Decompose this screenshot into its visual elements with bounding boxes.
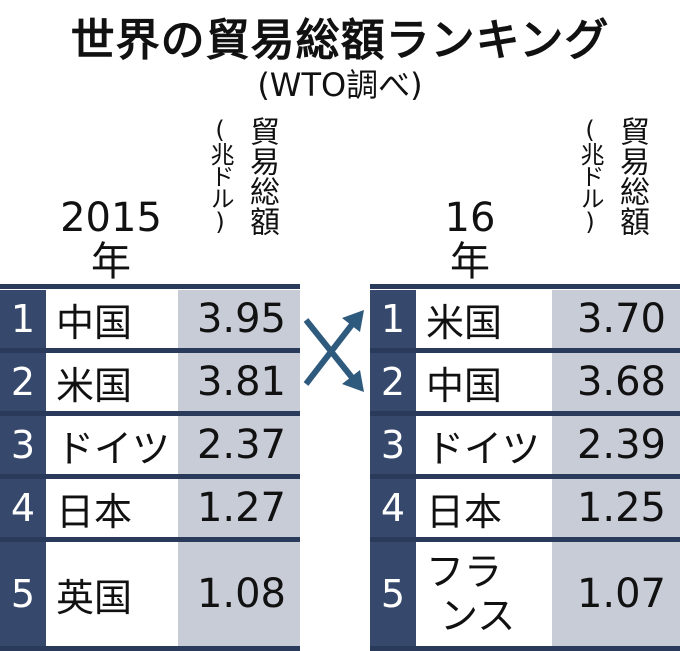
row-divider <box>370 537 680 542</box>
country-cell: ドイツ <box>426 426 541 471</box>
rank-cell: 3 <box>370 416 416 474</box>
row-divider <box>0 474 300 479</box>
chart-subtitle: (WTO調べ) <box>257 66 423 104</box>
row-divider <box>0 348 300 353</box>
table-divider <box>0 646 300 651</box>
value-cell: 2.39 <box>552 416 680 474</box>
value-cell: 1.25 <box>552 479 680 537</box>
country-cell: 米国 <box>426 300 503 345</box>
year-2016-line1: 16 <box>444 195 496 241</box>
unit-label-right: 貿易総額 <box>614 116 649 236</box>
row-divider <box>370 411 680 416</box>
row-divider <box>370 474 680 479</box>
arrow-down-head <box>342 370 364 392</box>
rank-cell: 2 <box>0 353 46 411</box>
table-divider <box>0 284 300 289</box>
country-cell: ドイツ <box>56 426 171 471</box>
country-cell: 米国 <box>56 363 133 408</box>
country-line: フラ <box>426 550 503 594</box>
rank-swap-arrows <box>303 310 364 392</box>
value-cell: 1.07 <box>552 542 680 646</box>
row-divider <box>0 411 300 416</box>
unit-sub-label-left: (兆ドル) <box>206 116 234 234</box>
rank-cell: 5 <box>370 542 416 646</box>
value-cell: 2.37 <box>178 416 300 474</box>
year-2015-line2: 年 <box>91 239 131 285</box>
rank-cell: 5 <box>0 542 46 646</box>
country-cell: 中国 <box>426 363 503 408</box>
year-2016-line2: 年 <box>450 239 490 285</box>
arrow-up-head <box>342 310 364 332</box>
rank-cell: 4 <box>0 479 46 537</box>
rank-cell: 1 <box>0 290 46 348</box>
unit-label-left: 貿易総額 <box>244 116 279 236</box>
value-cell: 1.27 <box>178 479 300 537</box>
country-cell: 中国 <box>56 300 133 345</box>
rank-cell: 3 <box>0 416 46 474</box>
country-cell: フラ ンス <box>426 542 515 646</box>
year-2016-header: 16 年 <box>420 196 520 284</box>
value-cell: 3.68 <box>552 353 680 411</box>
country-line: ンス <box>440 594 516 638</box>
country-cell: 英国 <box>56 575 133 620</box>
table-divider <box>370 646 680 651</box>
value-cell: 3.95 <box>178 290 300 348</box>
value-cell: 3.70 <box>552 290 680 348</box>
value-cell: 1.08 <box>178 542 300 646</box>
chart-title: 世界の貿易総額ランキング <box>70 15 610 66</box>
table-divider <box>370 284 680 289</box>
rank-cell: 4 <box>370 479 416 537</box>
year-2015-line1: 2015 <box>60 195 162 241</box>
year-2015-header: 2015 年 <box>46 196 176 284</box>
value-cell: 3.81 <box>178 353 300 411</box>
row-divider <box>370 348 680 353</box>
rank-cell: 1 <box>370 290 416 348</box>
unit-sub-label-right: (兆ドル) <box>576 116 604 234</box>
country-cell: 日本 <box>56 489 133 534</box>
arrow-down-line <box>303 318 357 382</box>
rank-cell: 2 <box>370 353 416 411</box>
country-cell: 日本 <box>426 489 503 534</box>
row-divider <box>0 537 300 542</box>
